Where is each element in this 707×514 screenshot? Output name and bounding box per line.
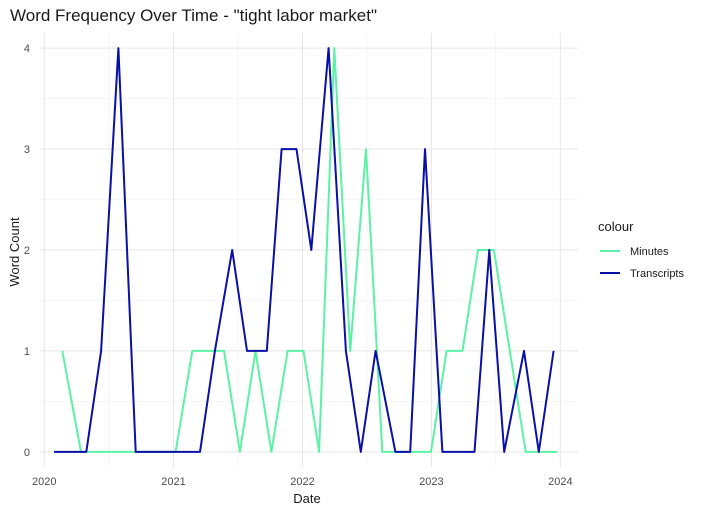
x-tick-label: 2021 <box>161 476 185 488</box>
legend-label-transcripts: Transcripts <box>630 268 684 280</box>
x-tick-label: 2024 <box>548 476 572 488</box>
legend-label-minutes: Minutes <box>630 246 669 258</box>
y-tick-label: 1 <box>24 346 30 358</box>
series-line-transcripts <box>54 47 555 453</box>
x-tick-label: 2023 <box>419 476 443 488</box>
chart-title: Word Frequency Over Time - "tight labor … <box>10 6 377 25</box>
x-axis-title: Date <box>293 491 320 506</box>
y-tick-label: 0 <box>24 447 30 459</box>
legend-items: Minutes Transcripts <box>600 246 684 280</box>
y-tick-label: 3 <box>24 144 30 156</box>
legend: colour Minutes Transcripts <box>598 219 684 280</box>
y-tick-label: 4 <box>24 43 30 55</box>
x-tick-label: 2020 <box>32 476 56 488</box>
y-axis-title: Word Count <box>7 217 22 287</box>
legend-title: colour <box>598 219 634 234</box>
y-tick-label: 2 <box>24 245 30 257</box>
tick-labels: 0 1 2 3 4 2020 2021 2022 2023 2024 <box>24 43 573 488</box>
series-layer <box>54 47 558 453</box>
x-tick-label: 2022 <box>290 476 314 488</box>
